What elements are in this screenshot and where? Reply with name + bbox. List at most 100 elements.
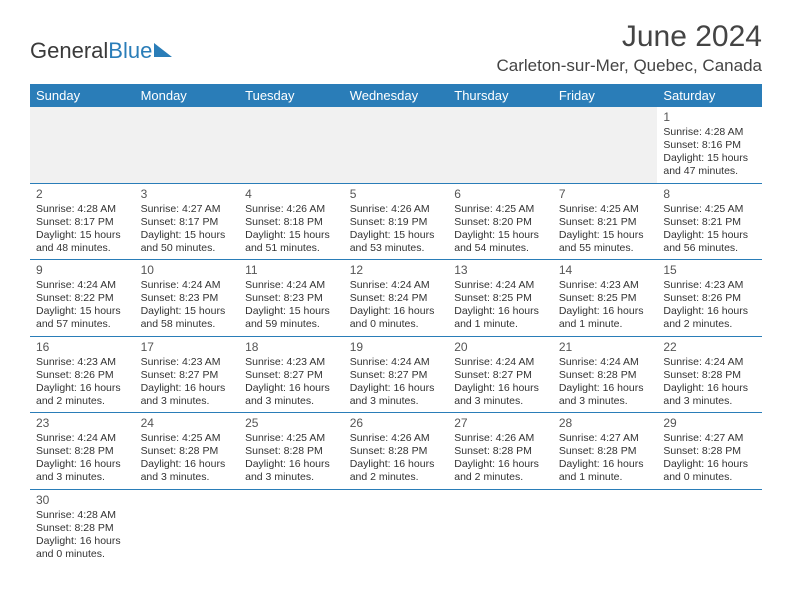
day-number: 18: [245, 340, 338, 355]
sunset-text: Sunset: 8:20 PM: [454, 216, 547, 229]
sunset-text: Sunset: 8:23 PM: [141, 292, 234, 305]
sunrise-text: Sunrise: 4:25 AM: [454, 203, 547, 216]
calendar-cell: 30Sunrise: 4:28 AMSunset: 8:28 PMDayligh…: [30, 489, 135, 565]
sunrise-text: Sunrise: 4:24 AM: [454, 279, 547, 292]
sunset-text: Sunset: 8:27 PM: [245, 369, 338, 382]
daylight-text: Daylight: 16 hours and 2 minutes.: [663, 305, 756, 331]
sunset-text: Sunset: 8:21 PM: [663, 216, 756, 229]
brand-part1: General: [30, 38, 108, 64]
sunrise-text: Sunrise: 4:26 AM: [245, 203, 338, 216]
day-number: 17: [141, 340, 234, 355]
sunset-text: Sunset: 8:21 PM: [559, 216, 652, 229]
sunrise-text: Sunrise: 4:28 AM: [36, 203, 129, 216]
sunrise-text: Sunrise: 4:26 AM: [454, 432, 547, 445]
daylight-text: Daylight: 16 hours and 3 minutes.: [350, 382, 443, 408]
daylight-text: Daylight: 15 hours and 55 minutes.: [559, 229, 652, 255]
day-number: 20: [454, 340, 547, 355]
sunset-text: Sunset: 8:28 PM: [663, 369, 756, 382]
day-number: 4: [245, 187, 338, 202]
sunrise-text: Sunrise: 4:24 AM: [245, 279, 338, 292]
day-number: 26: [350, 416, 443, 431]
daylight-text: Daylight: 15 hours and 50 minutes.: [141, 229, 234, 255]
sunset-text: Sunset: 8:28 PM: [350, 445, 443, 458]
sunset-text: Sunset: 8:25 PM: [454, 292, 547, 305]
day-number: 10: [141, 263, 234, 278]
calendar-cell: 22Sunrise: 4:24 AMSunset: 8:28 PMDayligh…: [657, 336, 762, 413]
sunrise-text: Sunrise: 4:27 AM: [663, 432, 756, 445]
daylight-text: Daylight: 16 hours and 1 minute.: [454, 305, 547, 331]
sunrise-text: Sunrise: 4:26 AM: [350, 432, 443, 445]
day-number: 21: [559, 340, 652, 355]
sunset-text: Sunset: 8:28 PM: [245, 445, 338, 458]
sunset-text: Sunset: 8:18 PM: [245, 216, 338, 229]
sunrise-text: Sunrise: 4:23 AM: [245, 356, 338, 369]
sunrise-text: Sunrise: 4:24 AM: [141, 279, 234, 292]
col-wednesday: Wednesday: [344, 84, 449, 107]
sunset-text: Sunset: 8:27 PM: [350, 369, 443, 382]
daylight-text: Daylight: 16 hours and 3 minutes.: [559, 382, 652, 408]
calendar-cell: [344, 489, 449, 565]
sunset-text: Sunset: 8:17 PM: [141, 216, 234, 229]
daylight-text: Daylight: 16 hours and 0 minutes.: [350, 305, 443, 331]
sunset-text: Sunset: 8:26 PM: [663, 292, 756, 305]
calendar-cell: 11Sunrise: 4:24 AMSunset: 8:23 PMDayligh…: [239, 260, 344, 337]
sunrise-text: Sunrise: 4:23 AM: [663, 279, 756, 292]
sunset-text: Sunset: 8:19 PM: [350, 216, 443, 229]
daylight-text: Daylight: 15 hours and 53 minutes.: [350, 229, 443, 255]
sunset-text: Sunset: 8:22 PM: [36, 292, 129, 305]
sunrise-text: Sunrise: 4:27 AM: [559, 432, 652, 445]
day-number: 3: [141, 187, 234, 202]
daylight-text: Daylight: 15 hours and 54 minutes.: [454, 229, 547, 255]
calendar-cell: [553, 489, 658, 565]
daylight-text: Daylight: 16 hours and 3 minutes.: [141, 382, 234, 408]
sunrise-text: Sunrise: 4:23 AM: [141, 356, 234, 369]
day-number: 27: [454, 416, 547, 431]
daylight-text: Daylight: 16 hours and 3 minutes.: [663, 382, 756, 408]
calendar-cell: 16Sunrise: 4:23 AMSunset: 8:26 PMDayligh…: [30, 336, 135, 413]
day-number: 1: [663, 110, 756, 125]
daylight-text: Daylight: 16 hours and 3 minutes.: [454, 382, 547, 408]
col-thursday: Thursday: [448, 84, 553, 107]
calendar-cell: 14Sunrise: 4:23 AMSunset: 8:25 PMDayligh…: [553, 260, 658, 337]
daylight-text: Daylight: 15 hours and 57 minutes.: [36, 305, 129, 331]
title-block: June 2024 Carleton-sur-Mer, Quebec, Cana…: [496, 20, 762, 76]
calendar-cell: 23Sunrise: 4:24 AMSunset: 8:28 PMDayligh…: [30, 413, 135, 490]
calendar-cell: 2Sunrise: 4:28 AMSunset: 8:17 PMDaylight…: [30, 183, 135, 260]
sunset-text: Sunset: 8:27 PM: [454, 369, 547, 382]
col-saturday: Saturday: [657, 84, 762, 107]
sunset-text: Sunset: 8:25 PM: [559, 292, 652, 305]
calendar-cell: [448, 107, 553, 183]
calendar-cell: 8Sunrise: 4:25 AMSunset: 8:21 PMDaylight…: [657, 183, 762, 260]
calendar-cell: 9Sunrise: 4:24 AMSunset: 8:22 PMDaylight…: [30, 260, 135, 337]
daylight-text: Daylight: 16 hours and 2 minutes.: [36, 382, 129, 408]
day-number: 5: [350, 187, 443, 202]
calendar-cell: 19Sunrise: 4:24 AMSunset: 8:27 PMDayligh…: [344, 336, 449, 413]
sunset-text: Sunset: 8:28 PM: [454, 445, 547, 458]
header-row: Sunday Monday Tuesday Wednesday Thursday…: [30, 84, 762, 107]
sunrise-text: Sunrise: 4:23 AM: [36, 356, 129, 369]
sunset-text: Sunset: 8:26 PM: [36, 369, 129, 382]
brand-part2: Blue: [108, 38, 152, 64]
day-number: 7: [559, 187, 652, 202]
calendar-cell: 17Sunrise: 4:23 AMSunset: 8:27 PMDayligh…: [135, 336, 240, 413]
calendar-cell: 15Sunrise: 4:23 AMSunset: 8:26 PMDayligh…: [657, 260, 762, 337]
sunrise-text: Sunrise: 4:24 AM: [663, 356, 756, 369]
sunrise-text: Sunrise: 4:26 AM: [350, 203, 443, 216]
calendar-cell: 3Sunrise: 4:27 AMSunset: 8:17 PMDaylight…: [135, 183, 240, 260]
sunset-text: Sunset: 8:28 PM: [663, 445, 756, 458]
sunset-text: Sunset: 8:28 PM: [141, 445, 234, 458]
day-number: 24: [141, 416, 234, 431]
sunset-text: Sunset: 8:23 PM: [245, 292, 338, 305]
day-number: 11: [245, 263, 338, 278]
sunrise-text: Sunrise: 4:25 AM: [245, 432, 338, 445]
daylight-text: Daylight: 16 hours and 3 minutes.: [36, 458, 129, 484]
calendar-week: 30Sunrise: 4:28 AMSunset: 8:28 PMDayligh…: [30, 489, 762, 565]
calendar-cell: [135, 107, 240, 183]
calendar-cell: [239, 107, 344, 183]
calendar-cell: [657, 489, 762, 565]
sunset-text: Sunset: 8:28 PM: [36, 522, 129, 535]
calendar-cell: [553, 107, 658, 183]
sunrise-text: Sunrise: 4:23 AM: [559, 279, 652, 292]
day-number: 9: [36, 263, 129, 278]
sunrise-text: Sunrise: 4:25 AM: [663, 203, 756, 216]
